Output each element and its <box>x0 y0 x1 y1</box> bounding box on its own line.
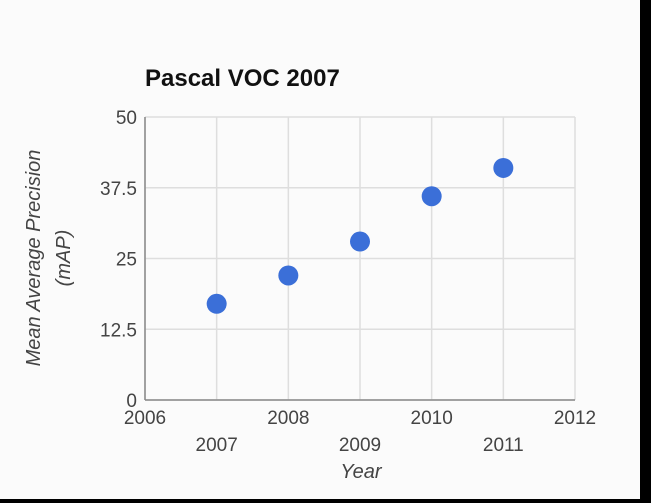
y-tick-label: 0 <box>126 391 137 412</box>
x-tick-label: 2008 <box>267 408 309 429</box>
data-point <box>421 186 442 207</box>
chart-frame <box>0 0 640 499</box>
x-axis-label: Year <box>340 461 382 483</box>
x-tick-label: 2010 <box>411 408 453 429</box>
data-point <box>278 265 299 286</box>
x-tick-label: 2009 <box>339 435 381 456</box>
y-axis-label-line-2: (mAP) <box>53 230 75 287</box>
y-tick-label: 12.5 <box>100 320 137 341</box>
y-tick-label: 25 <box>116 250 137 271</box>
screen-edge <box>640 0 651 503</box>
data-point <box>206 293 227 314</box>
y-axis-label-line-1: Mean Average Precision <box>23 150 45 367</box>
x-tick-label: 2007 <box>196 435 238 456</box>
y-tick-label: 50 <box>116 108 137 129</box>
data-point <box>350 231 370 252</box>
axes <box>144 117 575 401</box>
y-tick-labels: 0 12.5 25 37.5 50 <box>100 108 137 412</box>
x-tick-labels: 2006 2008 2010 2012 2007 2009 2011 <box>124 408 596 456</box>
grid <box>144 116 576 401</box>
x-tick-label: 2006 <box>124 408 166 429</box>
chart-title: Pascal VOC 2007 <box>145 65 340 92</box>
y-tick-label: 37.5 <box>100 179 137 200</box>
data-point <box>493 157 514 178</box>
data-points <box>206 157 514 314</box>
x-tick-label: 2012 <box>554 408 596 429</box>
x-tick-label: 2011 <box>483 435 524 456</box>
y-axis-label: Mean Average Precision (mAP) <box>23 150 75 367</box>
